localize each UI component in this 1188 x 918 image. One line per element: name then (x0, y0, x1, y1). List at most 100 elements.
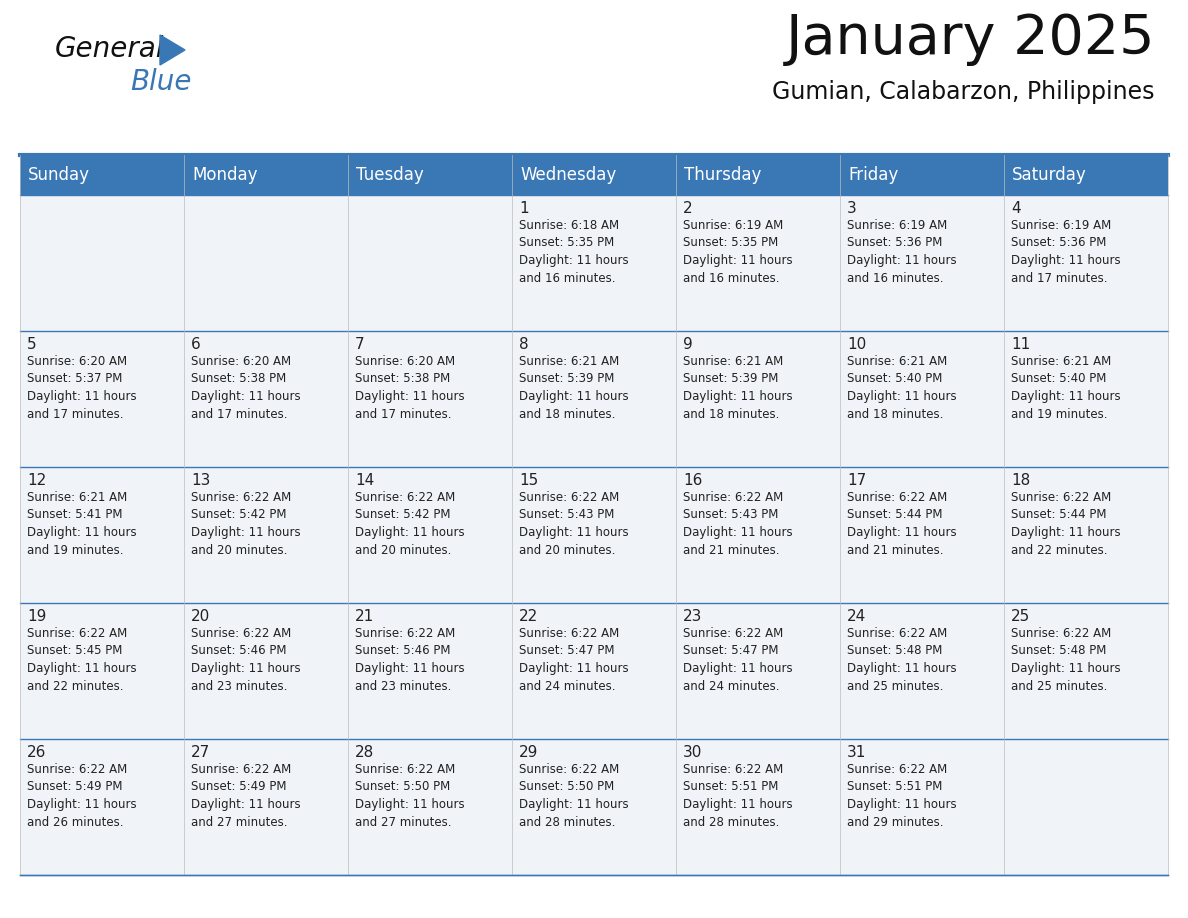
Text: Sunrise: 6:20 AM
Sunset: 5:38 PM
Daylight: 11 hours
and 17 minutes.: Sunrise: 6:20 AM Sunset: 5:38 PM Dayligh… (191, 355, 301, 420)
Text: 19: 19 (27, 609, 46, 624)
Text: 17: 17 (847, 473, 866, 488)
Bar (348, 603, 512, 739)
Bar (20, 331, 184, 467)
Text: Sunrise: 6:22 AM
Sunset: 5:49 PM
Daylight: 11 hours
and 27 minutes.: Sunrise: 6:22 AM Sunset: 5:49 PM Dayligh… (191, 763, 301, 829)
Text: 3: 3 (847, 201, 857, 216)
Bar (20, 739, 184, 875)
Text: Sunrise: 6:20 AM
Sunset: 5:37 PM
Daylight: 11 hours
and 17 minutes.: Sunrise: 6:20 AM Sunset: 5:37 PM Dayligh… (27, 355, 137, 420)
Text: Tuesday: Tuesday (356, 166, 424, 184)
Bar (348, 467, 512, 603)
Bar (676, 195, 840, 331)
Bar (184, 195, 348, 331)
Bar (348, 195, 512, 331)
Text: Sunrise: 6:22 AM
Sunset: 5:44 PM
Daylight: 11 hours
and 22 minutes.: Sunrise: 6:22 AM Sunset: 5:44 PM Dayligh… (1011, 491, 1120, 556)
Bar (512, 331, 676, 467)
Text: Sunrise: 6:22 AM
Sunset: 5:48 PM
Daylight: 11 hours
and 25 minutes.: Sunrise: 6:22 AM Sunset: 5:48 PM Dayligh… (847, 627, 956, 692)
Text: General: General (55, 35, 164, 63)
Text: 7: 7 (355, 337, 365, 352)
Bar (348, 331, 512, 467)
Text: Blue: Blue (129, 68, 191, 96)
Text: Sunrise: 6:22 AM
Sunset: 5:44 PM
Daylight: 11 hours
and 21 minutes.: Sunrise: 6:22 AM Sunset: 5:44 PM Dayligh… (847, 491, 956, 556)
Bar (1004, 739, 1168, 875)
Text: Sunrise: 6:22 AM
Sunset: 5:43 PM
Daylight: 11 hours
and 21 minutes.: Sunrise: 6:22 AM Sunset: 5:43 PM Dayligh… (683, 491, 792, 556)
Bar (676, 603, 840, 739)
Bar (20, 603, 184, 739)
Text: 12: 12 (27, 473, 46, 488)
Text: Sunrise: 6:22 AM
Sunset: 5:42 PM
Daylight: 11 hours
and 20 minutes.: Sunrise: 6:22 AM Sunset: 5:42 PM Dayligh… (355, 491, 465, 556)
Text: Sunrise: 6:22 AM
Sunset: 5:50 PM
Daylight: 11 hours
and 27 minutes.: Sunrise: 6:22 AM Sunset: 5:50 PM Dayligh… (355, 763, 465, 829)
Text: Sunrise: 6:18 AM
Sunset: 5:35 PM
Daylight: 11 hours
and 16 minutes.: Sunrise: 6:18 AM Sunset: 5:35 PM Dayligh… (519, 219, 628, 285)
Text: 8: 8 (519, 337, 529, 352)
Bar (1004, 195, 1168, 331)
Text: Sunrise: 6:22 AM
Sunset: 5:49 PM
Daylight: 11 hours
and 26 minutes.: Sunrise: 6:22 AM Sunset: 5:49 PM Dayligh… (27, 763, 137, 829)
Text: Sunrise: 6:21 AM
Sunset: 5:39 PM
Daylight: 11 hours
and 18 minutes.: Sunrise: 6:21 AM Sunset: 5:39 PM Dayligh… (683, 355, 792, 420)
Text: Sunrise: 6:22 AM
Sunset: 5:42 PM
Daylight: 11 hours
and 20 minutes.: Sunrise: 6:22 AM Sunset: 5:42 PM Dayligh… (191, 491, 301, 556)
Text: Sunrise: 6:21 AM
Sunset: 5:41 PM
Daylight: 11 hours
and 19 minutes.: Sunrise: 6:21 AM Sunset: 5:41 PM Dayligh… (27, 491, 137, 556)
Bar (184, 467, 348, 603)
Text: 24: 24 (847, 609, 866, 624)
Text: Sunrise: 6:22 AM
Sunset: 5:51 PM
Daylight: 11 hours
and 29 minutes.: Sunrise: 6:22 AM Sunset: 5:51 PM Dayligh… (847, 763, 956, 829)
Text: 4: 4 (1011, 201, 1020, 216)
Text: 22: 22 (519, 609, 538, 624)
Text: January 2025: January 2025 (785, 12, 1155, 66)
Text: 16: 16 (683, 473, 702, 488)
Bar (184, 603, 348, 739)
Text: 27: 27 (191, 745, 210, 760)
Bar (512, 603, 676, 739)
Bar (348, 739, 512, 875)
Text: Sunrise: 6:22 AM
Sunset: 5:46 PM
Daylight: 11 hours
and 23 minutes.: Sunrise: 6:22 AM Sunset: 5:46 PM Dayligh… (191, 627, 301, 692)
Text: Sunrise: 6:19 AM
Sunset: 5:36 PM
Daylight: 11 hours
and 16 minutes.: Sunrise: 6:19 AM Sunset: 5:36 PM Dayligh… (847, 219, 956, 285)
Bar (512, 739, 676, 875)
Bar (1004, 467, 1168, 603)
Text: Sunrise: 6:21 AM
Sunset: 5:40 PM
Daylight: 11 hours
and 18 minutes.: Sunrise: 6:21 AM Sunset: 5:40 PM Dayligh… (847, 355, 956, 420)
Text: 9: 9 (683, 337, 693, 352)
Bar (676, 739, 840, 875)
Text: 25: 25 (1011, 609, 1030, 624)
Text: 29: 29 (519, 745, 538, 760)
Text: 18: 18 (1011, 473, 1030, 488)
Bar (840, 603, 1004, 739)
Bar (512, 195, 676, 331)
Bar (184, 331, 348, 467)
Text: 2: 2 (683, 201, 693, 216)
Bar (1004, 603, 1168, 739)
Text: 28: 28 (355, 745, 374, 760)
Text: 26: 26 (27, 745, 46, 760)
Polygon shape (160, 35, 185, 65)
Text: Sunrise: 6:22 AM
Sunset: 5:50 PM
Daylight: 11 hours
and 28 minutes.: Sunrise: 6:22 AM Sunset: 5:50 PM Dayligh… (519, 763, 628, 829)
Text: 23: 23 (683, 609, 702, 624)
Text: 31: 31 (847, 745, 866, 760)
Text: Saturday: Saturday (1012, 166, 1087, 184)
Text: Sunrise: 6:22 AM
Sunset: 5:43 PM
Daylight: 11 hours
and 20 minutes.: Sunrise: 6:22 AM Sunset: 5:43 PM Dayligh… (519, 491, 628, 556)
Text: 30: 30 (683, 745, 702, 760)
Text: 5: 5 (27, 337, 37, 352)
Text: Sunrise: 6:22 AM
Sunset: 5:48 PM
Daylight: 11 hours
and 25 minutes.: Sunrise: 6:22 AM Sunset: 5:48 PM Dayligh… (1011, 627, 1120, 692)
Text: Sunrise: 6:21 AM
Sunset: 5:40 PM
Daylight: 11 hours
and 19 minutes.: Sunrise: 6:21 AM Sunset: 5:40 PM Dayligh… (1011, 355, 1120, 420)
Text: 15: 15 (519, 473, 538, 488)
Bar (20, 195, 184, 331)
Text: Sunrise: 6:22 AM
Sunset: 5:47 PM
Daylight: 11 hours
and 24 minutes.: Sunrise: 6:22 AM Sunset: 5:47 PM Dayligh… (683, 627, 792, 692)
Bar (1004, 331, 1168, 467)
Text: 10: 10 (847, 337, 866, 352)
Text: Sunrise: 6:19 AM
Sunset: 5:35 PM
Daylight: 11 hours
and 16 minutes.: Sunrise: 6:19 AM Sunset: 5:35 PM Dayligh… (683, 219, 792, 285)
Bar (840, 739, 1004, 875)
Text: Sunday: Sunday (29, 166, 90, 184)
Text: Gumian, Calabarzon, Philippines: Gumian, Calabarzon, Philippines (772, 80, 1155, 104)
Bar (20, 155, 1168, 195)
Text: 20: 20 (191, 609, 210, 624)
Text: Sunrise: 6:22 AM
Sunset: 5:47 PM
Daylight: 11 hours
and 24 minutes.: Sunrise: 6:22 AM Sunset: 5:47 PM Dayligh… (519, 627, 628, 692)
Text: 6: 6 (191, 337, 201, 352)
Bar (840, 467, 1004, 603)
Text: Sunrise: 6:20 AM
Sunset: 5:38 PM
Daylight: 11 hours
and 17 minutes.: Sunrise: 6:20 AM Sunset: 5:38 PM Dayligh… (355, 355, 465, 420)
Bar (840, 331, 1004, 467)
Text: 21: 21 (355, 609, 374, 624)
Text: 1: 1 (519, 201, 529, 216)
Text: Sunrise: 6:21 AM
Sunset: 5:39 PM
Daylight: 11 hours
and 18 minutes.: Sunrise: 6:21 AM Sunset: 5:39 PM Dayligh… (519, 355, 628, 420)
Text: Thursday: Thursday (684, 166, 762, 184)
Bar (20, 467, 184, 603)
Bar (840, 195, 1004, 331)
Text: Wednesday: Wednesday (520, 166, 617, 184)
Text: Sunrise: 6:19 AM
Sunset: 5:36 PM
Daylight: 11 hours
and 17 minutes.: Sunrise: 6:19 AM Sunset: 5:36 PM Dayligh… (1011, 219, 1120, 285)
Text: Friday: Friday (848, 166, 898, 184)
Bar (676, 331, 840, 467)
